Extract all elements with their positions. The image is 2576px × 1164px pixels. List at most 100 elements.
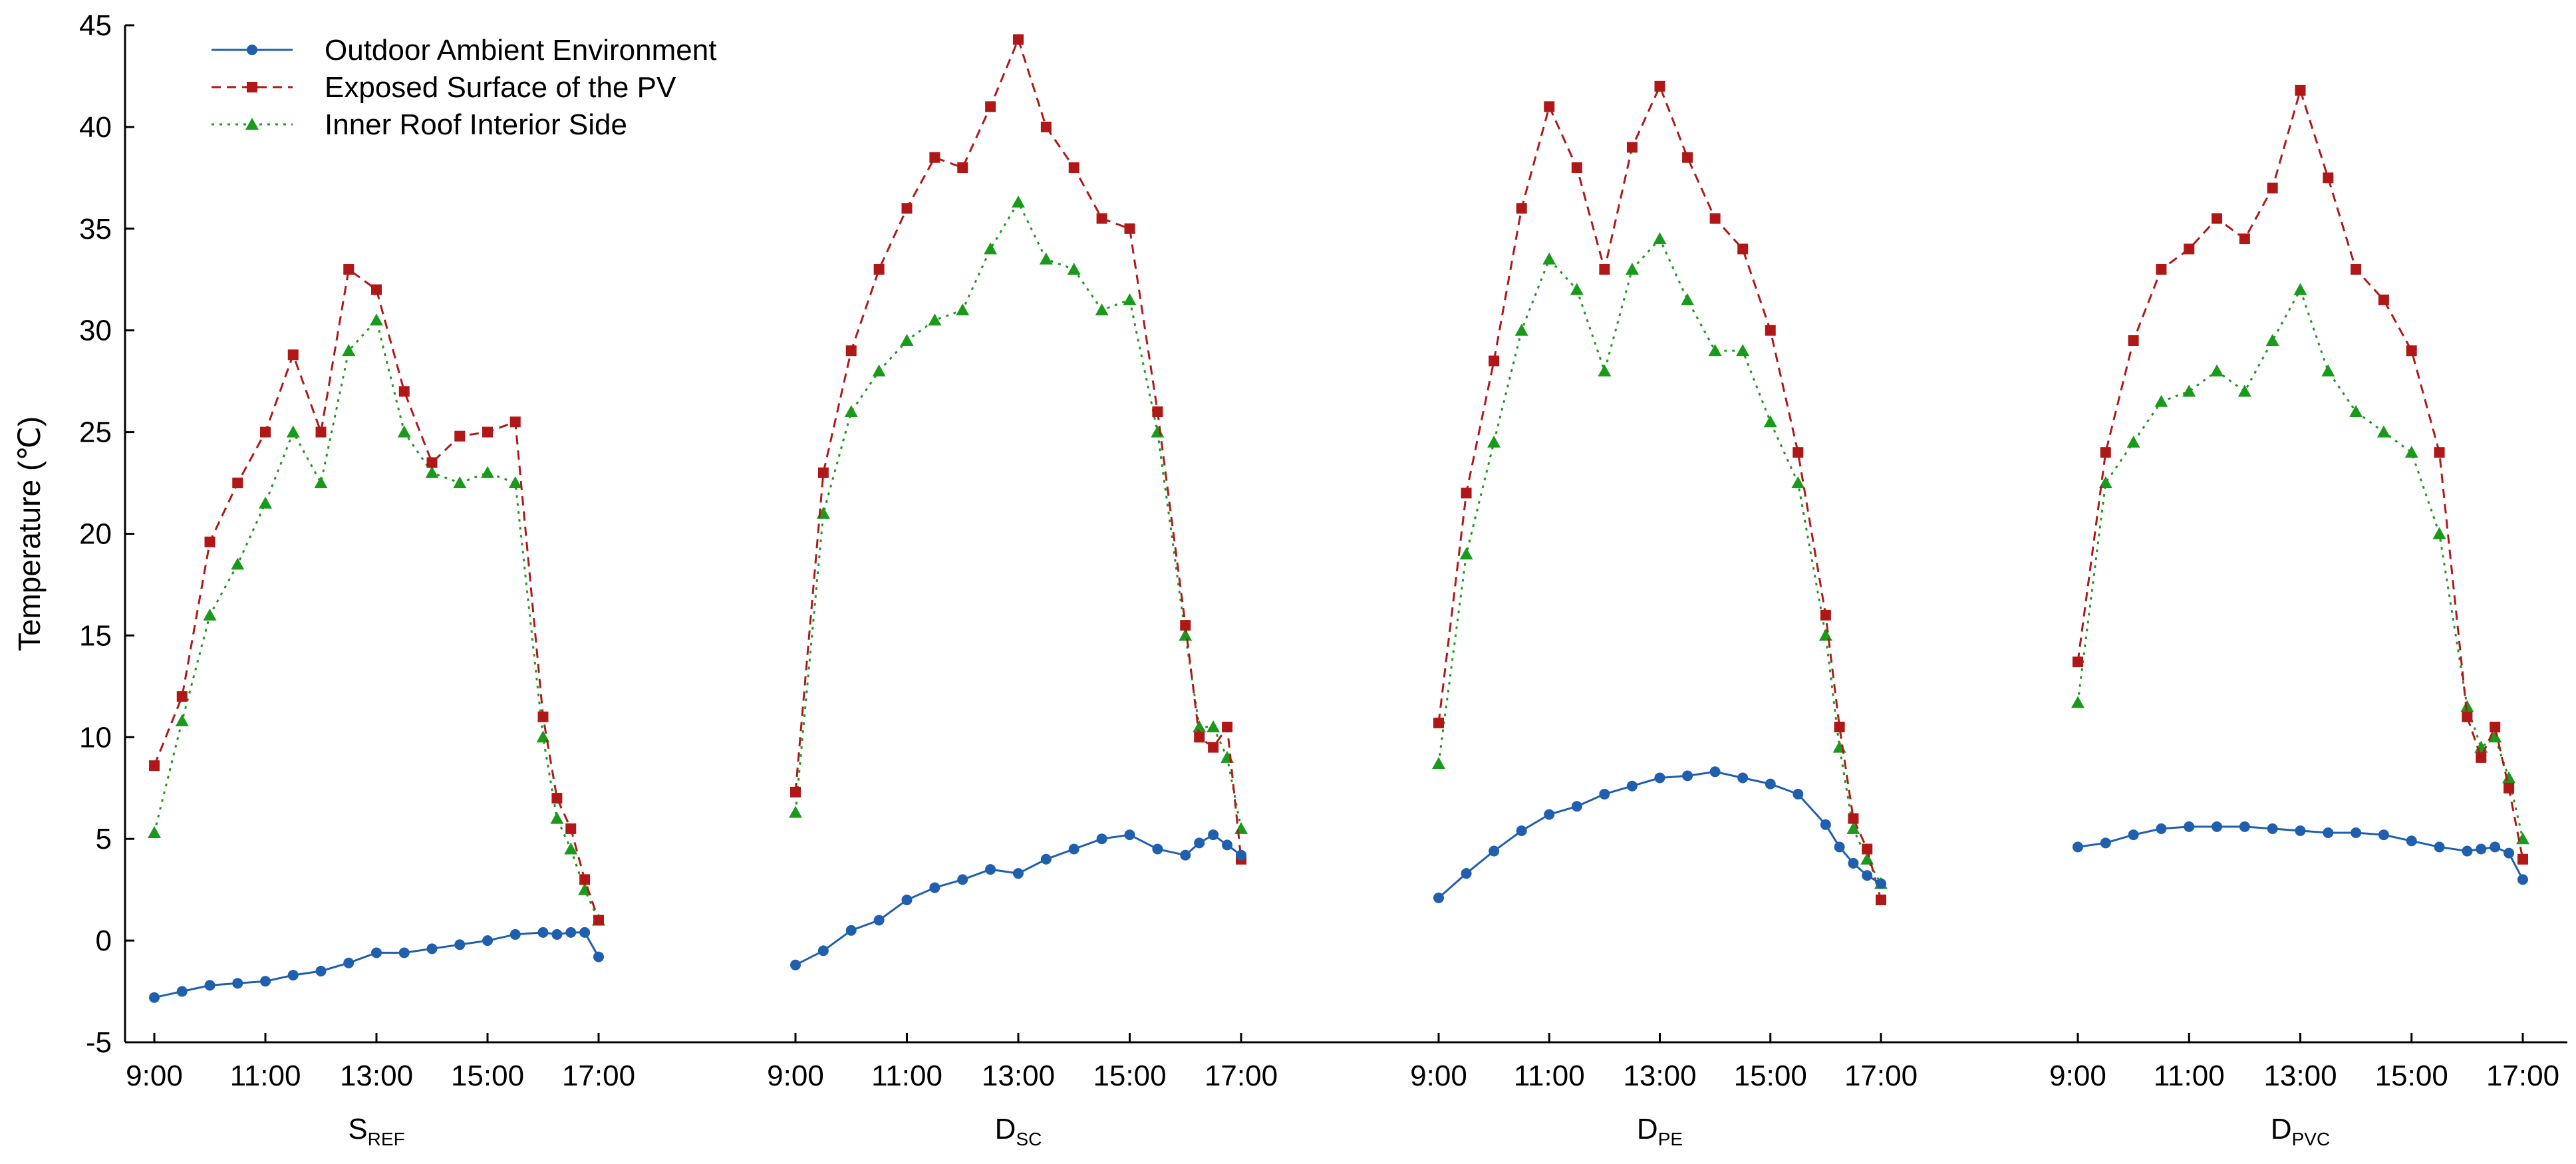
x-tick-label: 11:00 (1514, 1060, 1585, 1092)
data-point-inner-roof-interior-side (2098, 476, 2112, 489)
data-point-inner-roof-interior-side (2126, 435, 2140, 448)
data-point-inner-roof-interior-side (872, 364, 886, 376)
data-point-exposed-surface-of-the-pv (1820, 609, 1831, 621)
data-point-exposed-surface-of-the-pv (2128, 335, 2139, 346)
data-point-outdoor-ambient-environment (1208, 829, 1219, 841)
data-point-outdoor-ambient-environment (551, 929, 563, 940)
data-point-inner-roof-interior-side (1487, 435, 1501, 448)
data-point-inner-roof-interior-side (1860, 852, 1874, 865)
data-point-exposed-surface-of-the-pv (1876, 894, 1886, 905)
data-point-inner-roof-interior-side (2071, 696, 2084, 708)
data-point-outdoor-ambient-environment (1096, 833, 1107, 845)
data-point-outdoor-ambient-environment (565, 927, 577, 938)
data-point-inner-roof-interior-side (286, 425, 300, 438)
data-point-exposed-surface-of-the-pv (1096, 213, 1107, 224)
data-point-exposed-surface-of-the-pv (2406, 345, 2417, 357)
data-point-exposed-surface-of-the-pv (260, 426, 271, 438)
data-point-inner-roof-interior-side (2488, 730, 2502, 743)
x-tick-label: 9:00 (767, 1060, 824, 1092)
x-tick-label: 17:00 (562, 1060, 635, 1092)
data-point-outdoor-ambient-environment (1461, 868, 1472, 879)
x-tick-label: 13:00 (340, 1060, 413, 1092)
x-tick-label: 17:00 (1205, 1060, 1278, 1092)
y-tick-label: 25 (79, 416, 112, 449)
data-point-outdoor-ambient-environment (2406, 835, 2417, 847)
data-point-exposed-surface-of-the-pv (2462, 711, 2473, 722)
data-point-exposed-surface-of-the-pv (1848, 813, 1859, 824)
data-point-exposed-surface-of-the-pv (537, 711, 549, 722)
data-point-inner-roof-interior-side (1123, 293, 1137, 305)
data-point-inner-roof-interior-side (1653, 232, 1667, 245)
data-point-outdoor-ambient-environment (1068, 843, 1079, 855)
y-axis-title: Temperature (℃) (12, 416, 47, 651)
series-line-exposed-surface-of-the-pv (794, 37, 1242, 859)
data-point-inner-roof-interior-side (508, 476, 522, 489)
data-point-exposed-surface-of-the-pv (2490, 722, 2501, 733)
data-point-exposed-surface-of-the-pv (426, 457, 438, 468)
data-point-exposed-surface-of-the-pv (579, 874, 591, 885)
data-point-outdoor-ambient-environment (2267, 823, 2278, 834)
data-point-inner-roof-interior-side (314, 476, 328, 489)
data-point-inner-roof-interior-side (1179, 629, 1193, 641)
data-point-outdoor-ambient-environment (1709, 766, 1721, 778)
data-point-inner-roof-interior-side (1012, 196, 1025, 208)
y-tick-label: 30 (79, 315, 112, 347)
data-point-exposed-surface-of-the-pv (873, 263, 885, 275)
data-point-exposed-surface-of-the-pv (2267, 182, 2278, 194)
panel-label: DSC (995, 1113, 1042, 1149)
data-point-exposed-surface-of-the-pv (1489, 355, 1500, 366)
data-point-outdoor-ambient-environment (1152, 843, 1163, 855)
legend: Outdoor Ambient Environment Exposed Surfa… (212, 34, 716, 141)
data-point-inner-roof-interior-side (1220, 750, 1234, 763)
data-point-exposed-surface-of-the-pv (1124, 223, 1135, 234)
data-point-exposed-surface-of-the-pv (957, 162, 968, 174)
x-tick-label: 11:00 (230, 1060, 301, 1092)
data-point-inner-roof-interior-side (2404, 446, 2418, 458)
data-point-inner-roof-interior-side (453, 476, 467, 489)
data-point-outdoor-ambient-environment (371, 947, 382, 958)
data-point-outdoor-ambient-environment (204, 980, 215, 991)
data-point-outdoor-ambient-environment (1876, 878, 1886, 889)
data-point-inner-roof-interior-side (1542, 252, 1556, 265)
data-point-inner-roof-interior-side (1432, 757, 1445, 770)
data-point-outdoor-ambient-environment (985, 864, 996, 875)
panel-2-series (789, 34, 1248, 970)
data-point-inner-roof-interior-side (2376, 425, 2390, 438)
legend-marker (247, 45, 257, 55)
data-point-outdoor-ambient-environment (1654, 772, 1665, 784)
data-point-inner-roof-interior-side (789, 805, 802, 818)
x-tick-label: 13:00 (982, 1060, 1055, 1092)
data-point-exposed-surface-of-the-pv (1709, 213, 1721, 224)
data-point-outdoor-ambient-environment (901, 894, 913, 905)
panel-label: DPE (1637, 1113, 1683, 1149)
data-point-inner-roof-interior-side (550, 811, 564, 824)
data-point-outdoor-ambient-environment (1834, 841, 1845, 853)
data-point-inner-roof-interior-side (536, 730, 550, 743)
series-line-inner-roof-interior-side (1437, 237, 1882, 885)
data-point-exposed-surface-of-the-pv (1152, 406, 1163, 418)
data-point-inner-roof-interior-side (900, 333, 914, 346)
data-point-exposed-surface-of-the-pv (985, 101, 996, 112)
data-point-inner-roof-interior-side (1514, 323, 1528, 336)
data-point-exposed-surface-of-the-pv (1792, 447, 1804, 458)
chart-marks (148, 34, 2529, 1003)
data-point-exposed-surface-of-the-pv (2100, 447, 2111, 458)
data-point-exposed-surface-of-the-pv (315, 426, 327, 438)
data-point-exposed-surface-of-the-pv (2517, 853, 2528, 865)
data-point-exposed-surface-of-the-pv (371, 284, 382, 295)
data-point-outdoor-ambient-environment (1516, 825, 1527, 836)
data-point-inner-roof-interior-side (259, 496, 272, 509)
data-point-exposed-surface-of-the-pv (1222, 722, 1233, 733)
data-point-inner-roof-interior-side (1207, 720, 1220, 733)
data-point-outdoor-ambient-environment (2212, 821, 2223, 832)
data-point-exposed-surface-of-the-pv (482, 426, 493, 438)
data-point-exposed-surface-of-the-pv (2295, 84, 2306, 96)
data-point-inner-roof-interior-side (481, 466, 494, 478)
data-point-inner-roof-interior-side (231, 557, 245, 570)
data-point-exposed-surface-of-the-pv (2239, 233, 2250, 245)
data-point-outdoor-ambient-environment (2100, 837, 2111, 849)
data-point-exposed-surface-of-the-pv (2184, 243, 2195, 255)
series-line-outdoor-ambient-environment (795, 833, 1242, 966)
data-point-outdoor-ambient-environment (1765, 778, 1776, 790)
data-point-outdoor-ambient-environment (845, 925, 857, 936)
